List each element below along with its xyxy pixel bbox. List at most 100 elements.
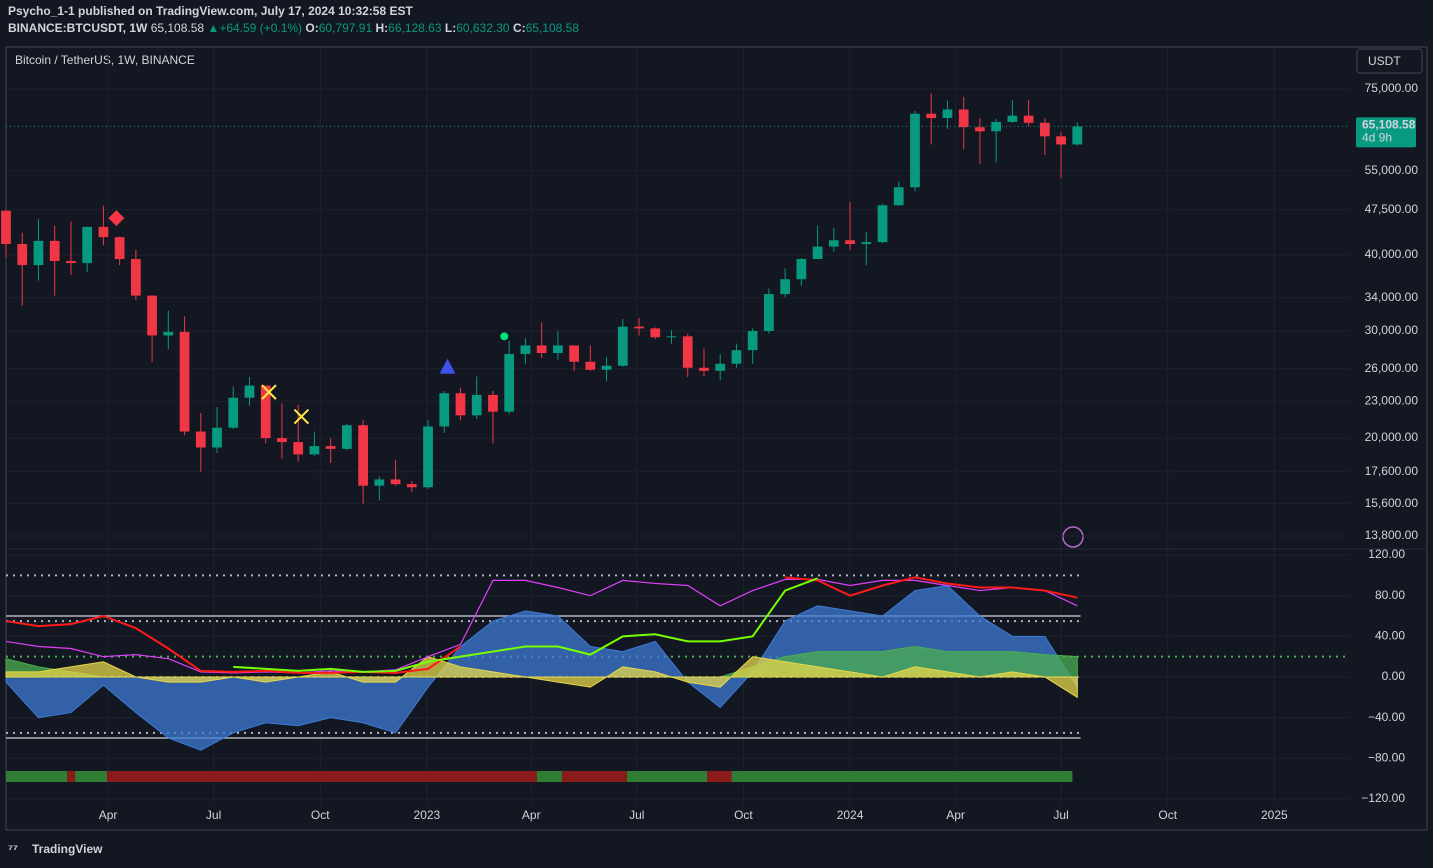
- candle-body: [455, 393, 466, 416]
- candle-body: [147, 295, 157, 336]
- candle-body: [682, 336, 693, 368]
- candle-body: [861, 242, 872, 245]
- candle-body: [893, 187, 904, 206]
- y-tick-label: 15,600.00: [1365, 496, 1419, 510]
- candle-body: [666, 336, 677, 338]
- y-tick-label: −40.00: [1368, 710, 1405, 724]
- y-tick-label: 34,000.00: [1365, 290, 1419, 304]
- candle-body: [504, 353, 515, 412]
- candle-body: [423, 426, 433, 488]
- candle-body: [617, 326, 628, 366]
- y-tick-label: 80.00: [1375, 588, 1405, 602]
- countdown: 4d 9h: [1362, 131, 1392, 145]
- candle-body: [747, 330, 758, 351]
- alert-icon[interactable]: [1062, 526, 1084, 548]
- candle-body: [828, 240, 839, 247]
- x-tick-label: 2025: [1261, 808, 1288, 822]
- state-segment: [75, 771, 108, 782]
- candle-body: [374, 479, 385, 486]
- published: Psycho_1-1 published on TradingView.com,…: [8, 4, 413, 18]
- candle-body: [780, 279, 790, 295]
- candle-body: [650, 328, 661, 338]
- last-price-tag: [1356, 117, 1416, 148]
- y-tick-label: 17,600.00: [1365, 464, 1419, 478]
- y-tick-label: 120.00: [1368, 547, 1405, 561]
- candle-body: [195, 431, 206, 448]
- candle-body: [1, 210, 11, 245]
- indicator-line: [233, 577, 818, 673]
- candle-body: [260, 385, 271, 439]
- y-tick-label: 40.00: [1375, 628, 1405, 642]
- candle-body: [1039, 122, 1050, 137]
- candle-body: [228, 397, 239, 428]
- signal-triangle: [439, 358, 456, 374]
- candle-body: [699, 367, 709, 371]
- candle-body: [488, 394, 498, 412]
- last-price-label: 65,108.58: [1362, 118, 1416, 132]
- x-tick-label: Jul: [206, 808, 221, 822]
- brand-logo: ⁷⁷: [8, 842, 18, 856]
- y-tick-label: 20,000.00: [1365, 430, 1419, 444]
- candle-body: [958, 109, 969, 128]
- candle-body: [33, 240, 44, 266]
- candle-body: [293, 442, 304, 455]
- y-tick-label: 13,800.00: [1365, 528, 1419, 542]
- y-tick-label: 26,000.00: [1365, 361, 1419, 375]
- candle-body: [82, 226, 93, 264]
- x-tick-label: 2024: [837, 808, 864, 822]
- candle-body: [390, 479, 401, 485]
- candle-body: [536, 345, 547, 354]
- y-tick-label: 55,000.00: [1365, 163, 1419, 177]
- indicator-area: [5, 584, 1078, 751]
- candle-body: [114, 237, 125, 260]
- state-segment: [707, 771, 732, 782]
- x-tick-label: Apr: [522, 808, 541, 822]
- brand: TradingView: [32, 842, 103, 856]
- signal-cross: [293, 408, 310, 425]
- candle-body: [910, 113, 920, 188]
- candle-body: [991, 121, 1002, 132]
- indicator-line: [5, 576, 1078, 674]
- candle-body: [66, 261, 76, 264]
- candle-body: [975, 127, 985, 132]
- candle-body: [49, 240, 60, 262]
- candle-body: [309, 446, 320, 455]
- candle-body: [569, 345, 579, 362]
- candle-body: [715, 363, 726, 371]
- candle-body: [1023, 115, 1034, 123]
- candle-body: [764, 294, 774, 331]
- candle-body: [634, 326, 644, 329]
- x-tick-label: Apr: [99, 808, 118, 822]
- candle-body: [358, 425, 368, 486]
- currency-button[interactable]: [1356, 48, 1423, 74]
- x-tick-label: Jul: [629, 808, 644, 822]
- currency[interactable]: USDT: [1368, 54, 1401, 68]
- y-tick-label: 23,000.00: [1365, 393, 1419, 407]
- indicator-area: [5, 656, 1078, 699]
- candle-body: [130, 259, 141, 296]
- candle-body: [1007, 115, 1018, 122]
- candle-body: [942, 109, 953, 119]
- candle-body: [212, 427, 222, 448]
- y-tick-label: −80.00: [1368, 751, 1405, 765]
- y-tick-label: 30,000.00: [1365, 323, 1419, 337]
- candle-body: [325, 446, 336, 449]
- signal-dot: [500, 332, 509, 341]
- candle-body: [601, 365, 612, 370]
- candle-body: [277, 438, 287, 443]
- signal-diamond: [108, 210, 125, 227]
- candle-body: [926, 113, 937, 119]
- candle-body: [406, 484, 417, 488]
- candle-body: [812, 246, 823, 260]
- candle-body: [98, 226, 109, 238]
- state-segment: [6, 771, 68, 782]
- y-tick-label: 40,000.00: [1365, 247, 1419, 261]
- y-tick-label: −120.00: [1361, 791, 1405, 805]
- candle-body: [342, 425, 352, 449]
- x-tick-label: Oct: [734, 808, 753, 822]
- candle-body: [163, 331, 174, 336]
- y-tick-label: 0.00: [1382, 669, 1406, 683]
- ohlc-legend: BINANCE:BTCUSDT, 1W 65,108.58 ▲+64.59 (+…: [8, 21, 579, 35]
- x-tick-label: 2023: [414, 808, 441, 822]
